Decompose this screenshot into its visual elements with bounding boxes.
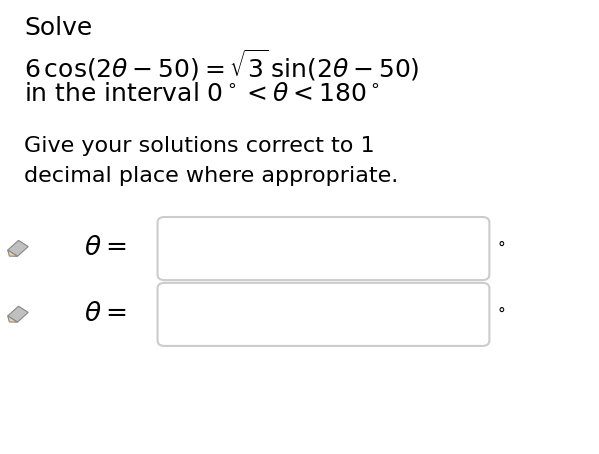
- Text: $\theta =$: $\theta =$: [84, 301, 126, 327]
- Text: $6\,\cos(2\theta - 50) = \sqrt{3}\,\sin(2\theta - 50)$: $6\,\cos(2\theta - 50) = \sqrt{3}\,\sin(…: [24, 48, 419, 83]
- Text: Solve: Solve: [24, 16, 92, 40]
- Text: in the interval $0^\circ < \theta < 180^\circ$: in the interval $0^\circ < \theta < 180^…: [24, 82, 380, 106]
- Text: $\theta =$: $\theta =$: [84, 235, 126, 262]
- Polygon shape: [8, 306, 28, 322]
- Polygon shape: [8, 316, 17, 322]
- Text: °: °: [497, 241, 505, 256]
- Polygon shape: [8, 240, 28, 257]
- FancyBboxPatch shape: [158, 217, 489, 280]
- Text: °: °: [497, 306, 505, 322]
- Text: decimal place where appropriate.: decimal place where appropriate.: [24, 166, 398, 186]
- Text: Give your solutions correct to 1: Give your solutions correct to 1: [24, 136, 374, 156]
- FancyBboxPatch shape: [158, 283, 489, 346]
- Polygon shape: [8, 250, 17, 257]
